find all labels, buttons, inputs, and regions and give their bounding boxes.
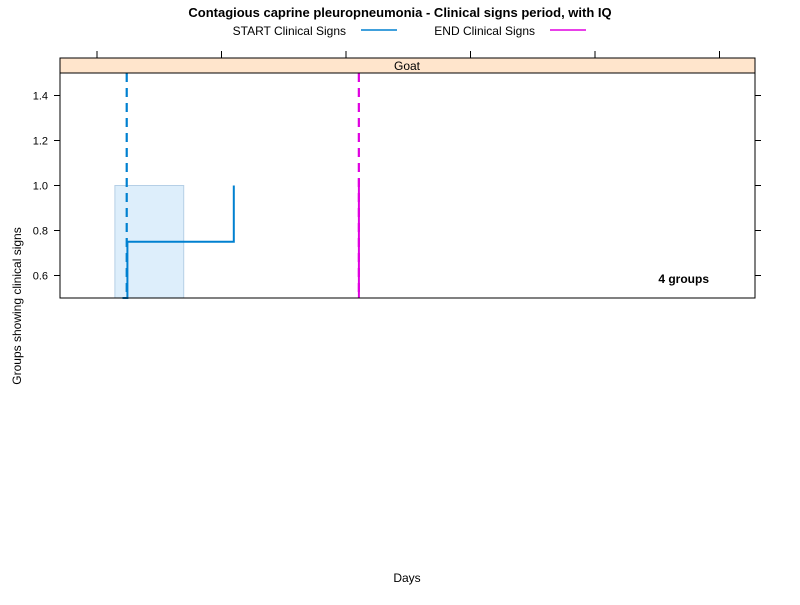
plot-area — [59, 72, 756, 299]
y-tick-label: 0.6 — [33, 271, 48, 283]
legend: START Clinical Signs END Clinical Signs — [233, 24, 586, 38]
annotation-groups: 4 groups — [658, 272, 709, 286]
y-axis: 0.6 0.8 1.0 1.2 1.4 — [33, 91, 761, 283]
y-axis-label: Groups showing clinical signs — [10, 227, 24, 384]
panel-strip-label: Goat — [394, 59, 421, 73]
legend-label-start: START Clinical Signs — [233, 24, 346, 38]
y-tick-label: 1.2 — [33, 136, 48, 148]
plot-content — [114, 73, 360, 299]
chart-title: Contagious caprine pleuropneumonia - Cli… — [188, 5, 611, 20]
y-tick-label: 0.8 — [33, 226, 48, 238]
top-axis-ticks — [96, 51, 720, 58]
legend-label-end: END Clinical Signs — [434, 24, 535, 38]
x-axis-label: Days — [393, 571, 420, 585]
y-tick-label: 1.4 — [33, 91, 48, 103]
y-tick-label: 1.0 — [33, 181, 48, 193]
